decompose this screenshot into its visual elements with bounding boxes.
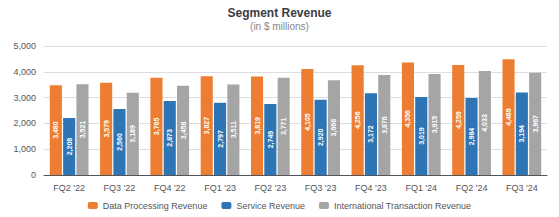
svg-text:3,189: 3,189 xyxy=(129,125,137,143)
svg-text:1,000: 1,000 xyxy=(13,144,36,154)
svg-text:3,668: 3,668 xyxy=(330,119,338,137)
svg-text:(in $ millions): (in $ millions) xyxy=(250,21,309,32)
svg-text:4,000: 4,000 xyxy=(13,67,36,77)
svg-text:3,876: 3,876 xyxy=(381,116,389,134)
svg-text:FQ3 '22: FQ3 '22 xyxy=(104,183,136,193)
svg-text:3,458: 3,458 xyxy=(180,122,188,140)
svg-text:FQ1 '23: FQ1 '23 xyxy=(204,183,236,193)
svg-text:FQ3 '23: FQ3 '23 xyxy=(305,183,337,193)
svg-text:3,019: 3,019 xyxy=(418,127,426,145)
svg-text:3,819: 3,819 xyxy=(254,117,262,135)
svg-text:2,873: 2,873 xyxy=(166,129,174,147)
svg-text:4,356: 4,356 xyxy=(404,110,412,128)
svg-text:3,000: 3,000 xyxy=(13,93,36,103)
svg-text:FQ2 '22: FQ2 '22 xyxy=(53,183,85,193)
svg-text:FQ1 '24: FQ1 '24 xyxy=(405,183,437,193)
svg-text:4,259: 4,259 xyxy=(455,111,463,129)
svg-text:3,172: 3,172 xyxy=(367,125,375,143)
svg-text:3,771: 3,771 xyxy=(280,117,288,135)
svg-text:2,000: 2,000 xyxy=(13,118,36,128)
svg-text:3,765: 3,765 xyxy=(153,118,161,136)
svg-text:5,000: 5,000 xyxy=(13,41,36,51)
svg-text:3,967: 3,967 xyxy=(532,115,540,133)
svg-text:Data Processing Revenue: Data Processing Revenue xyxy=(103,201,208,211)
svg-text:Segment Revenue: Segment Revenue xyxy=(227,6,331,20)
svg-text:4,489: 4,489 xyxy=(505,108,513,126)
svg-text:FQ2 '23: FQ2 '23 xyxy=(254,183,286,193)
svg-text:3,579: 3,579 xyxy=(103,120,111,138)
svg-text:4,256: 4,256 xyxy=(354,111,362,129)
svg-text:0: 0 xyxy=(31,170,36,180)
svg-text:3,521: 3,521 xyxy=(79,121,87,139)
svg-text:2,208: 2,208 xyxy=(66,138,74,156)
svg-text:3,827: 3,827 xyxy=(203,117,211,135)
svg-text:FQ4 '22: FQ4 '22 xyxy=(154,183,186,193)
svg-text:FQ3 '24: FQ3 '24 xyxy=(506,183,538,193)
svg-text:2,797: 2,797 xyxy=(217,130,225,148)
svg-text:3,915: 3,915 xyxy=(431,116,439,134)
svg-text:3,480: 3,480 xyxy=(52,121,60,139)
svg-text:2,920: 2,920 xyxy=(317,128,325,146)
svg-text:3,511: 3,511 xyxy=(230,121,238,138)
svg-text:FQ4 '23: FQ4 '23 xyxy=(355,183,387,193)
svg-text:International Transaction Reve: International Transaction Revenue xyxy=(334,201,471,211)
svg-text:3,194: 3,194 xyxy=(518,125,526,143)
svg-text:4,033: 4,033 xyxy=(481,114,489,132)
svg-text:4,105: 4,105 xyxy=(304,113,312,131)
svg-text:2,749: 2,749 xyxy=(267,131,275,149)
svg-text:FQ2 '24: FQ2 '24 xyxy=(456,183,488,193)
svg-text:2,560: 2,560 xyxy=(116,133,124,151)
svg-text:Service Revenue: Service Revenue xyxy=(236,201,305,211)
svg-text:2,984: 2,984 xyxy=(468,128,476,146)
